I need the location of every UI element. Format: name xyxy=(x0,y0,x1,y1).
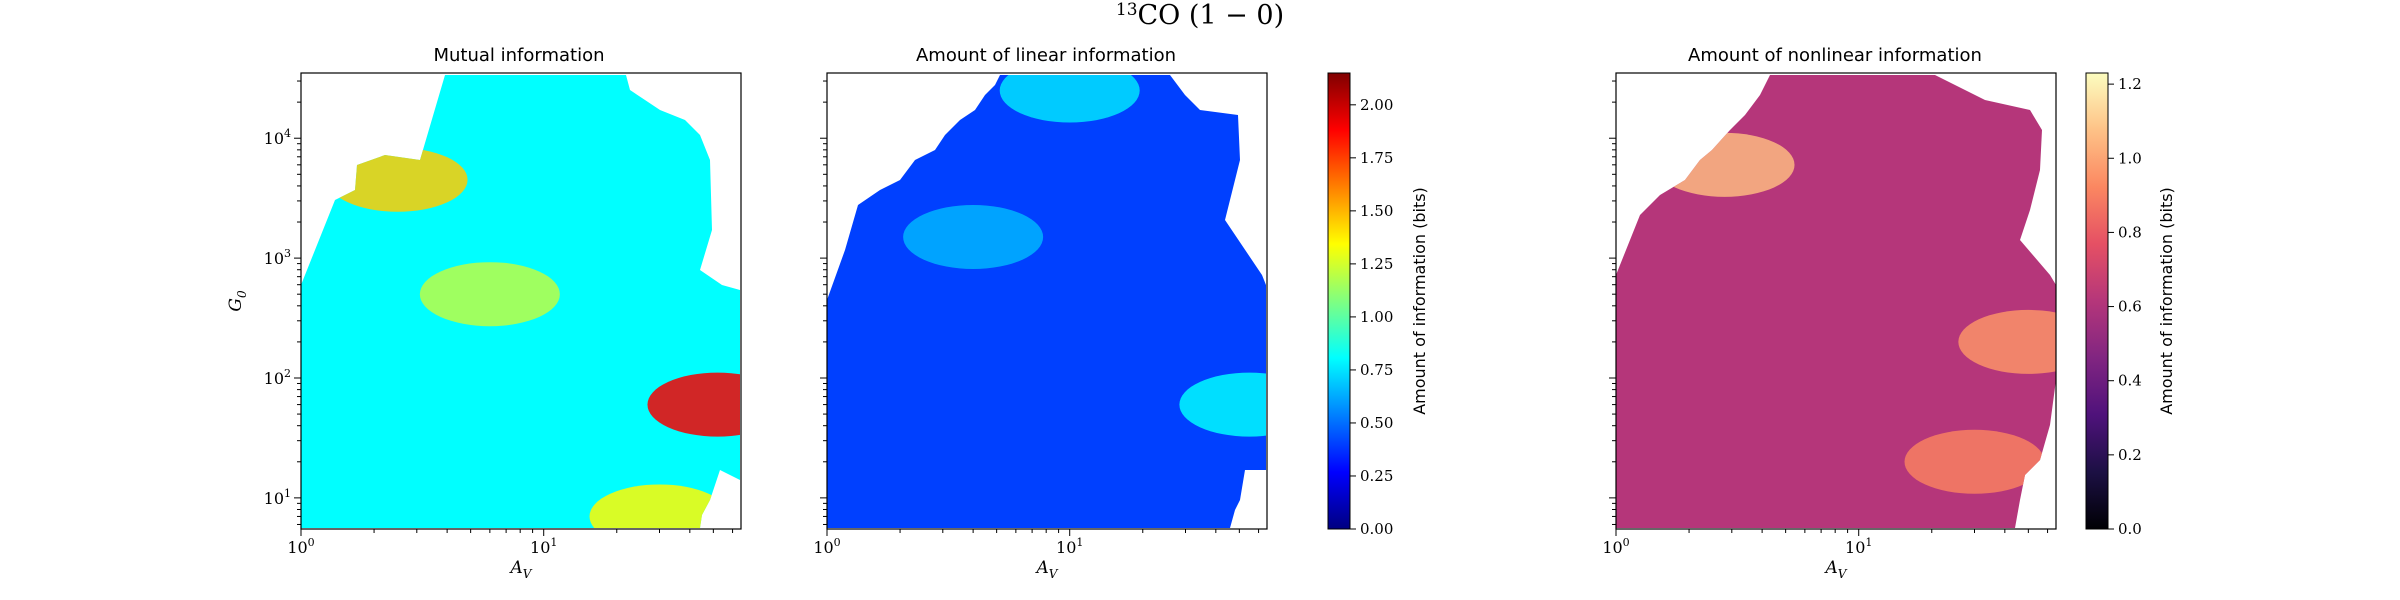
colorbar-jet-bar xyxy=(1327,72,1351,530)
panel-1-frame xyxy=(300,72,742,530)
y-tick-label: 103 xyxy=(264,247,291,268)
heatmap-hotspot xyxy=(903,204,1044,269)
colorbar-tick-label: 0.25 xyxy=(1360,467,1393,485)
panel-1 xyxy=(300,72,742,530)
colorbar-tick-label: 0.6 xyxy=(2118,298,2142,316)
colorbar-magma-ticks: 0.0 0.2 0.4 0.6 0.8 1.0 1.2 xyxy=(2108,75,2142,538)
colorbar-tick-label: 1.00 xyxy=(1360,308,1393,326)
colorbar-jet-ticks: 0.00 0.25 0.50 0.75 1.00 1.25 1.50 1.75 2.00 xyxy=(1350,96,1393,538)
x-tick-label: 100 xyxy=(1602,536,1629,557)
heatmap-hotspot xyxy=(647,372,740,437)
panel-2-title: Amount of linear information xyxy=(916,45,1176,66)
x-tick-label: 100 xyxy=(287,536,314,557)
x-tick-label: 100 xyxy=(813,536,840,557)
panel-3-frame xyxy=(1615,72,2057,530)
colorbar-tick-label: 1.0 xyxy=(2118,149,2142,167)
panel-2-frame xyxy=(826,72,1268,530)
colorbar-tick-label: 1.25 xyxy=(1360,255,1393,273)
colorbar-magma-bar xyxy=(2085,72,2109,530)
colorbar-tick-label: 0.75 xyxy=(1360,361,1393,379)
colorbar-jet: 0.00 0.25 0.50 0.75 1.00 1.25 1.50 1.75 2.00 Amo… xyxy=(1327,72,1429,538)
panel-3 xyxy=(1615,72,2057,530)
heatmap-hotspot xyxy=(1179,372,1266,437)
x-tick-label: 101 xyxy=(530,536,557,557)
y-tick-label: 102 xyxy=(264,367,291,388)
colorbar-tick-label: 1.75 xyxy=(1360,149,1393,167)
colorbar-jet-label: Amount of information (bits) xyxy=(1410,187,1429,415)
colorbar-tick-label: 0.8 xyxy=(2118,223,2142,241)
panel-2 xyxy=(826,72,1268,530)
panel-2-field xyxy=(827,75,1266,528)
panel-2-blobs xyxy=(903,75,1266,437)
y-tick-label: 101 xyxy=(264,487,291,508)
colorbar-tick-label: 2.00 xyxy=(1360,96,1393,114)
panel-1-blobs xyxy=(327,147,740,528)
panel-1-title: Mutual information xyxy=(433,45,604,66)
x-tick-label: 101 xyxy=(1056,536,1083,557)
y-tick-label: 104 xyxy=(264,127,291,148)
panel-3-heatmap xyxy=(1616,75,2056,528)
colorbar-magma: 0.0 0.2 0.4 0.6 0.8 1.0 1.2 Amount of informat… xyxy=(2085,72,2176,538)
panel-2-heatmap xyxy=(827,75,1266,528)
x-axis-label: AV xyxy=(1035,558,1059,581)
figure-title-main: CO (1 − 0) xyxy=(1138,0,1285,31)
heatmap-hotspot xyxy=(999,75,1140,123)
heatmap-hotspot xyxy=(1654,132,1795,197)
figure-title: 13CO (1 − 0) xyxy=(1116,0,1284,31)
colorbar-tick-label: 1.50 xyxy=(1360,202,1393,220)
colorbar-tick-label: 0.4 xyxy=(2118,372,2142,390)
colorbar-tick-label: 1.2 xyxy=(2118,75,2142,93)
heatmap-hotspot xyxy=(1958,309,2056,374)
heatmap-hotspot xyxy=(327,147,468,212)
panel-1-heatmap xyxy=(301,75,740,528)
panel-3-title: Amount of nonlinear information xyxy=(1688,45,1982,66)
colorbar-tick-label: 0.0 xyxy=(2118,520,2142,538)
x-axis-label: AV xyxy=(509,558,533,581)
heatmap-hotspot xyxy=(419,262,560,327)
heatmap-hotspot xyxy=(589,484,730,528)
colorbar-tick-label: 0.00 xyxy=(1360,520,1393,538)
y-axis-label: G0 xyxy=(226,290,249,312)
colorbar-tick-label: 0.2 xyxy=(2118,446,2142,464)
heatmap-hotspot xyxy=(1904,429,2045,494)
x-axis-label: AV xyxy=(1824,558,1848,581)
colorbar-magma-label: Amount of information (bits) xyxy=(2157,187,2176,415)
figure-title-superscript: 13 xyxy=(1116,0,1138,20)
x-tick-label: 101 xyxy=(1845,536,1872,557)
colorbar-tick-label: 0.50 xyxy=(1360,414,1393,432)
